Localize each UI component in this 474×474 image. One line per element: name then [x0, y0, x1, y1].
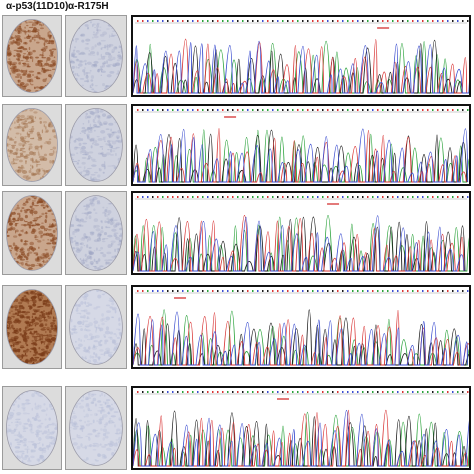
chromatogram-trace — [133, 20, 469, 94]
tissue-core-image — [6, 195, 58, 271]
tissue-core-image — [6, 108, 58, 182]
sequencing-chromatogram — [131, 285, 471, 369]
tissue-core-image — [69, 195, 123, 271]
ihc-panel-r175h — [65, 15, 127, 97]
sequencing-chromatogram — [131, 104, 471, 186]
figure-row — [0, 386, 474, 470]
ihc-panel-r175h — [65, 191, 127, 275]
figure-row — [0, 15, 474, 97]
tissue-core-image — [69, 289, 123, 365]
column-label-r175h: α-R175H — [68, 1, 109, 12]
figure-row — [0, 104, 474, 186]
tissue-core-image — [69, 19, 123, 93]
sequencing-chromatogram — [131, 15, 471, 97]
ihc-panel-r175h — [65, 386, 127, 470]
tissue-core-image — [6, 390, 58, 466]
sequencing-chromatogram — [131, 386, 471, 470]
figure-row — [0, 191, 474, 275]
ihc-panel-r175h — [65, 285, 127, 369]
chromatogram-trace — [133, 290, 469, 366]
ihc-panel-p53-11d10 — [2, 15, 62, 97]
ihc-panel-p53-11d10 — [2, 104, 62, 186]
ihc-panel-p53-11d10 — [2, 191, 62, 275]
chromatogram-trace — [133, 391, 469, 467]
chromatogram-trace — [133, 196, 469, 272]
tissue-core-image — [6, 289, 58, 365]
tissue-core-image — [69, 390, 123, 466]
ihc-panel-r175h — [65, 104, 127, 186]
sequencing-chromatogram — [131, 191, 471, 275]
ihc-panel-p53-11d10 — [2, 386, 62, 470]
tissue-core-image — [69, 108, 123, 182]
tissue-core-image — [6, 19, 58, 93]
figure-row — [0, 285, 474, 369]
chromatogram-trace — [133, 109, 469, 183]
column-label-p53-11d10: α-p53(11D10) — [6, 1, 69, 12]
ihc-panel-p53-11d10 — [2, 285, 62, 369]
